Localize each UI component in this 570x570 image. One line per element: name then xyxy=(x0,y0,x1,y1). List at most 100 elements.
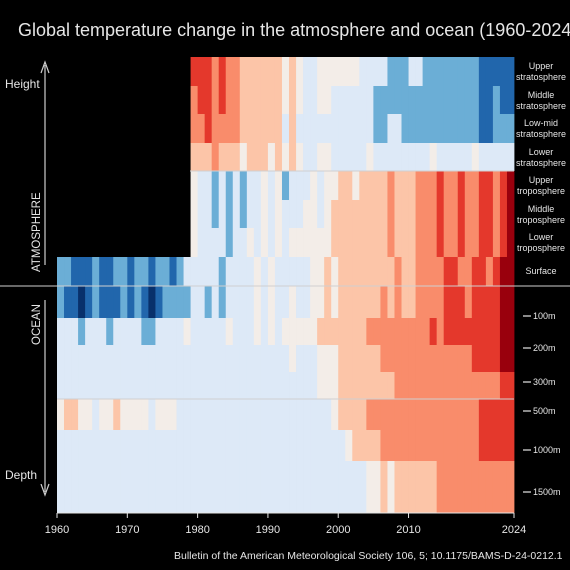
heatmap-cell xyxy=(401,200,409,228)
heatmap-cell xyxy=(359,399,367,430)
heatmap-cell xyxy=(471,228,480,257)
heatmap-cell xyxy=(99,372,107,399)
heatmap-cell xyxy=(478,430,487,461)
heatmap-cell xyxy=(394,430,402,461)
heatmap-cell xyxy=(260,318,269,345)
heatmap-cell xyxy=(457,171,466,200)
heatmap-cell xyxy=(78,286,86,318)
heatmap-cell xyxy=(162,430,170,461)
heatmap-cell xyxy=(415,399,423,430)
height-label: Height xyxy=(5,77,40,91)
heatmap-cell xyxy=(120,399,128,430)
heatmap-cell xyxy=(134,430,142,461)
heatmap-cell xyxy=(317,461,325,513)
heatmap-cell xyxy=(148,318,156,345)
heatmap-cell xyxy=(436,228,445,257)
heatmap-cell xyxy=(471,345,480,372)
heatmap-cell xyxy=(204,171,213,200)
heatmap-cell xyxy=(260,345,269,372)
heatmap-cell xyxy=(499,171,508,200)
heatmap-cell xyxy=(246,430,255,461)
heatmap-cell xyxy=(324,171,332,200)
heatmap-cell xyxy=(99,461,107,513)
depth-label: 500m xyxy=(533,406,556,416)
heatmap-cell xyxy=(260,399,269,430)
heatmap-cell xyxy=(197,318,206,345)
heatmap-cell xyxy=(499,430,508,461)
heatmap-cell xyxy=(274,200,283,228)
heatmap-cell xyxy=(415,114,423,143)
heatmap-cell xyxy=(429,372,438,399)
heatmap-cell xyxy=(394,461,402,513)
heatmap-cell xyxy=(324,143,332,171)
heatmap-cell xyxy=(303,345,311,372)
heatmap-cell xyxy=(373,171,381,200)
heatmap-cell xyxy=(359,114,367,143)
heatmap-cell xyxy=(499,372,508,399)
heatmap-cell xyxy=(352,257,360,286)
heatmap-cell xyxy=(429,228,438,257)
heatmap-cell xyxy=(274,461,283,513)
heatmap-cell xyxy=(422,286,431,318)
heatmap-cell xyxy=(373,345,381,372)
heatmap-cell xyxy=(148,286,156,318)
heatmap-cell xyxy=(99,430,107,461)
heatmap-cell xyxy=(464,143,473,171)
heatmap-cell xyxy=(394,372,402,399)
depth-label: 100m xyxy=(533,311,556,321)
heatmap-cell xyxy=(436,114,445,143)
heatmap-cell xyxy=(169,345,177,372)
heatmap-cell xyxy=(422,200,431,228)
heatmap-cell xyxy=(113,318,121,345)
heatmap-cell xyxy=(443,430,452,461)
heatmap-cell xyxy=(464,86,473,114)
heatmap-cell xyxy=(317,86,325,114)
heatmap-cell xyxy=(499,318,508,345)
heatmap-cell xyxy=(211,399,220,430)
heatmap-cell xyxy=(211,372,220,399)
heatmap-cell xyxy=(190,171,199,200)
heatmap-cell xyxy=(232,257,241,286)
heatmap-cell xyxy=(345,318,353,345)
heatmap-cell xyxy=(380,257,388,286)
heatmap-cell xyxy=(366,399,374,430)
heatmap-cell xyxy=(78,318,86,345)
heatmap-cell xyxy=(345,286,353,318)
heatmap-cell xyxy=(232,399,241,430)
layer-label: Low-mid stratosphere xyxy=(516,118,566,139)
heatmap-cell xyxy=(359,57,367,86)
heatmap-cell xyxy=(408,171,416,200)
heatmap-cell xyxy=(303,372,311,399)
heatmap-cell xyxy=(155,461,163,513)
heatmap-cell xyxy=(492,345,501,372)
heatmap-cell xyxy=(239,461,248,513)
heatmap-cell xyxy=(380,228,388,257)
heatmap-cell xyxy=(345,461,353,513)
heatmap-cell xyxy=(310,86,318,114)
heatmap-cell xyxy=(387,257,395,286)
heatmap-cell xyxy=(92,286,100,318)
heatmap-cell xyxy=(169,257,177,286)
heatmap-cell xyxy=(239,143,248,171)
atmosphere-label-backdrop xyxy=(28,184,44,274)
heatmap-cell xyxy=(408,345,416,372)
heatmap-cell xyxy=(169,318,177,345)
heatmap-cell xyxy=(281,57,290,86)
x-tick-label: 2024 xyxy=(502,524,526,536)
heatmap-cell xyxy=(436,171,445,200)
heatmap-cell xyxy=(457,399,466,430)
heatmap-cell xyxy=(246,171,255,200)
heatmap-cell xyxy=(148,372,156,399)
heatmap-cell xyxy=(246,257,255,286)
heatmap-cell xyxy=(310,399,318,430)
heatmap-cell xyxy=(289,86,297,114)
heatmap-cell xyxy=(401,345,409,372)
heatmap-cell xyxy=(232,318,241,345)
heatmap-cell xyxy=(478,318,487,345)
heatmap-cell xyxy=(436,200,445,228)
heatmap-cell xyxy=(232,114,241,143)
heatmap-cell xyxy=(450,114,459,143)
heatmap-cell xyxy=(190,461,199,513)
heatmap-cell xyxy=(267,372,276,399)
heatmap-cell xyxy=(127,318,135,345)
